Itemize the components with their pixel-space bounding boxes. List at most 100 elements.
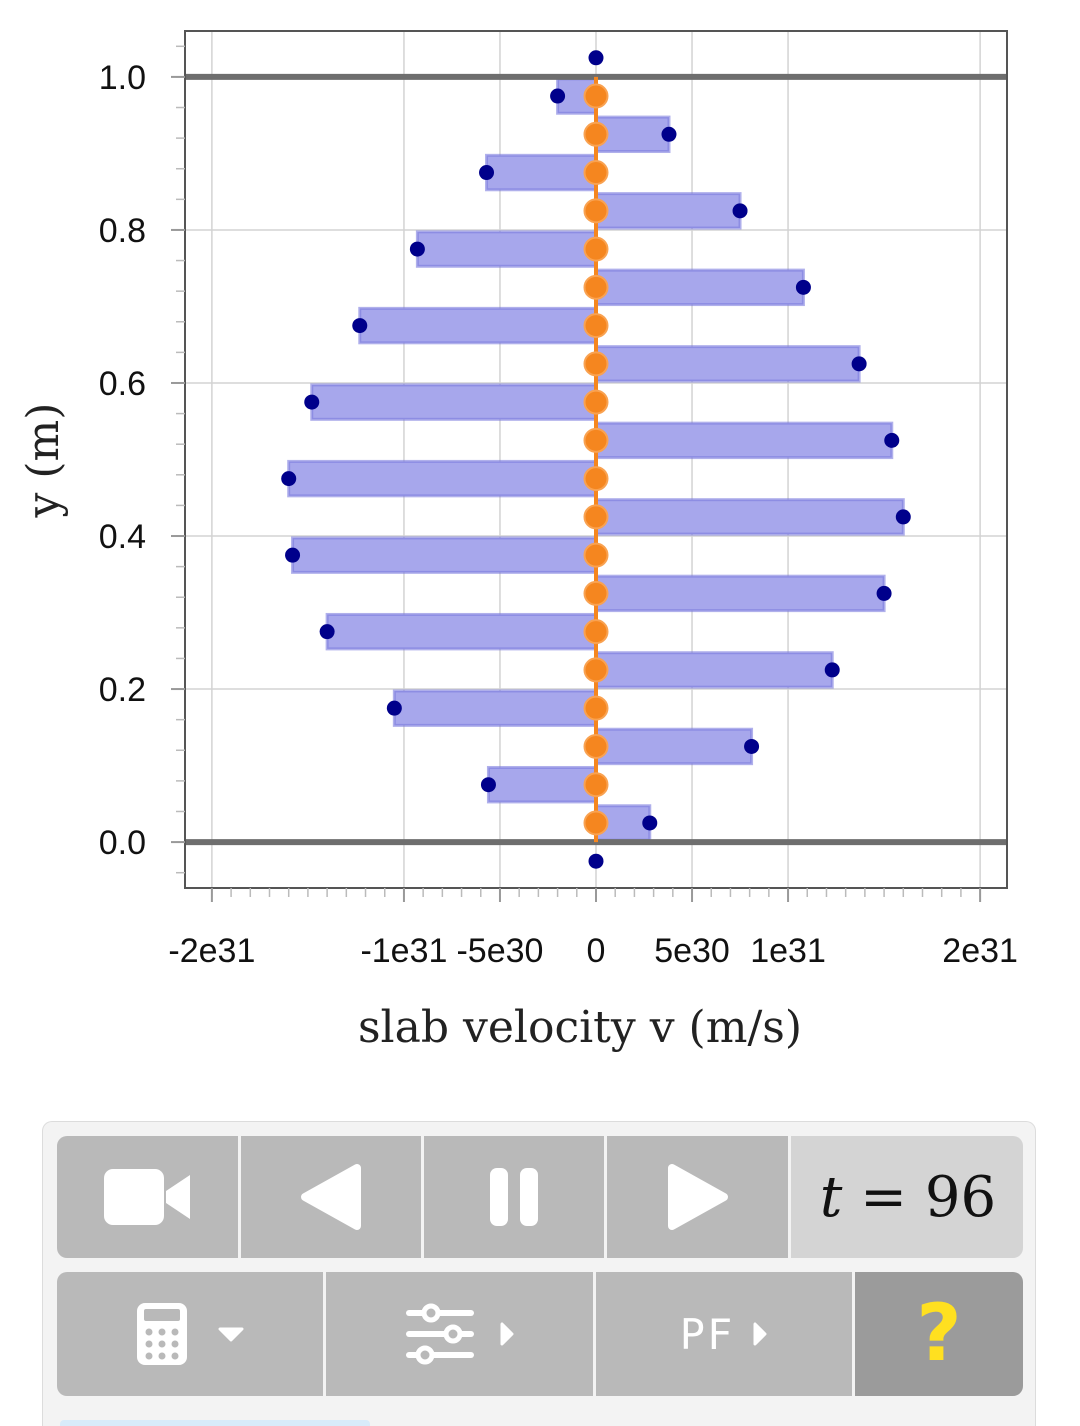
- velocity-point: [642, 815, 658, 831]
- x-tick-label: 5e30: [654, 932, 730, 970]
- equilibrium-marker: [583, 274, 609, 300]
- velocity-point: [732, 203, 748, 219]
- equilibrium-marker: [583, 504, 609, 530]
- velocity-point: [661, 126, 677, 142]
- equilibrium-marker: [583, 198, 609, 224]
- x-tick-label: 1e31: [750, 932, 826, 970]
- equilibrium-marker: [583, 695, 609, 721]
- velocity-bar: [594, 268, 805, 307]
- velocity-bar: [486, 765, 598, 804]
- bottom-panel-edge: [60, 1420, 370, 1426]
- velocity-point: [285, 547, 301, 563]
- velocity-bar: [310, 383, 598, 421]
- y-tick-label: 0.8: [99, 212, 146, 250]
- velocity-point: [876, 585, 892, 601]
- pause-icon: [490, 1168, 538, 1226]
- sliders-icon: [405, 1303, 474, 1365]
- record-button[interactable]: [57, 1136, 238, 1258]
- velocity-bar: [325, 612, 598, 651]
- x-tick-label: -1e31: [360, 932, 447, 970]
- velocity-bar: [485, 153, 598, 192]
- velocity-bar: [594, 651, 834, 689]
- equilibrium-marker: [583, 580, 609, 606]
- bar-layer: [287, 77, 905, 842]
- velocity-bar: [392, 689, 598, 727]
- velocity-point: [824, 662, 840, 678]
- velocity-bar: [358, 306, 598, 345]
- pause-button[interactable]: [424, 1136, 604, 1258]
- equilibrium-marker: [583, 810, 609, 836]
- equilibrium-marker: [583, 351, 609, 377]
- velocity-point: [409, 241, 425, 257]
- pf-label: PF: [679, 1309, 735, 1359]
- y-tick-label: 0.0: [99, 824, 146, 862]
- boundary-ghost-point: [588, 853, 604, 869]
- caret-right-icon: [500, 1322, 513, 1346]
- center-layer: [583, 76, 609, 843]
- settings-menu-button[interactable]: [326, 1272, 593, 1396]
- help-button[interactable]: ?: [855, 1272, 1023, 1396]
- velocity-bar: [594, 727, 754, 766]
- equilibrium-marker: [583, 542, 609, 568]
- velocity-point: [480, 777, 496, 793]
- velocity-bar: [287, 459, 598, 498]
- y-tick-label: 0.6: [99, 365, 146, 403]
- velocity-bar: [415, 230, 598, 268]
- calculator-icon: [137, 1303, 187, 1365]
- tick-layer: -2e31 -1e31 -5e30 0 5e30 1e31 2e31 0.0 0.2 0.4 0.6…: [99, 45, 1018, 970]
- equilibrium-marker: [583, 83, 609, 109]
- y-axis-title: y (m): [18, 403, 69, 519]
- equilibrium-marker: [583, 313, 609, 339]
- time-variable: t: [819, 1164, 843, 1230]
- caret-right-icon: [753, 1322, 767, 1346]
- velocity-bar: [594, 498, 905, 536]
- x-tick-label: 2e31: [942, 932, 1018, 970]
- time-value: 96: [924, 1164, 997, 1230]
- equilibrium-marker: [583, 121, 609, 147]
- equilibrium-marker: [583, 427, 609, 453]
- velocity-point: [795, 279, 811, 295]
- y-tick-label: 0.4: [99, 518, 146, 556]
- x-tick-label: -2e31: [168, 932, 255, 970]
- velocity-point: [319, 624, 335, 640]
- velocity-bar: [291, 536, 598, 574]
- equilibrium-marker: [583, 619, 609, 645]
- velocity-point: [352, 318, 368, 334]
- playback-row: t = 96: [57, 1136, 1023, 1258]
- velocity-point: [386, 700, 402, 716]
- velocity-point: [744, 738, 760, 754]
- velocity-bar: [594, 192, 742, 230]
- y-tick-label: 1.0: [99, 59, 146, 97]
- pf-menu-button[interactable]: PF: [596, 1272, 852, 1396]
- tools-row: PF ?: [57, 1272, 1023, 1396]
- equilibrium-marker: [583, 466, 609, 492]
- velocity-point: [895, 509, 911, 525]
- step-back-icon: [301, 1164, 361, 1230]
- step-forward-button[interactable]: [607, 1136, 788, 1258]
- velocity-point: [304, 394, 320, 410]
- video-camera-icon: [103, 1169, 190, 1225]
- velocity-point: [550, 88, 566, 104]
- boundary-ghost-point: [588, 50, 604, 66]
- velocity-bar: [594, 574, 886, 613]
- velocity-point: [479, 165, 495, 181]
- help-icon: ?: [916, 1289, 962, 1379]
- velocity-chart: -2e31 -1e31 -5e30 0 5e30 1e31 2e31 0.0 0.2 0.4 0.6…: [18, 30, 1018, 1053]
- equilibrium-marker: [583, 160, 609, 186]
- velocity-point: [884, 432, 900, 448]
- step-back-button[interactable]: [241, 1136, 421, 1258]
- x-axis-title: slab velocity v (m/s): [358, 1002, 802, 1053]
- play-icon: [667, 1164, 728, 1230]
- equilibrium-marker: [583, 389, 609, 415]
- equilibrium-marker: [583, 733, 609, 759]
- velocity-bar: [594, 421, 894, 460]
- velocity-point: [281, 471, 297, 487]
- caret-down-icon: [218, 1327, 244, 1342]
- equilibrium-marker: [583, 236, 609, 262]
- point-layer: [281, 50, 911, 869]
- time-equals: =: [842, 1164, 925, 1230]
- y-tick-label: 0.2: [99, 671, 146, 709]
- calculator-menu-button[interactable]: [57, 1272, 323, 1396]
- velocity-bar: [594, 345, 861, 383]
- animation-controls: t = 96: [42, 1121, 1036, 1426]
